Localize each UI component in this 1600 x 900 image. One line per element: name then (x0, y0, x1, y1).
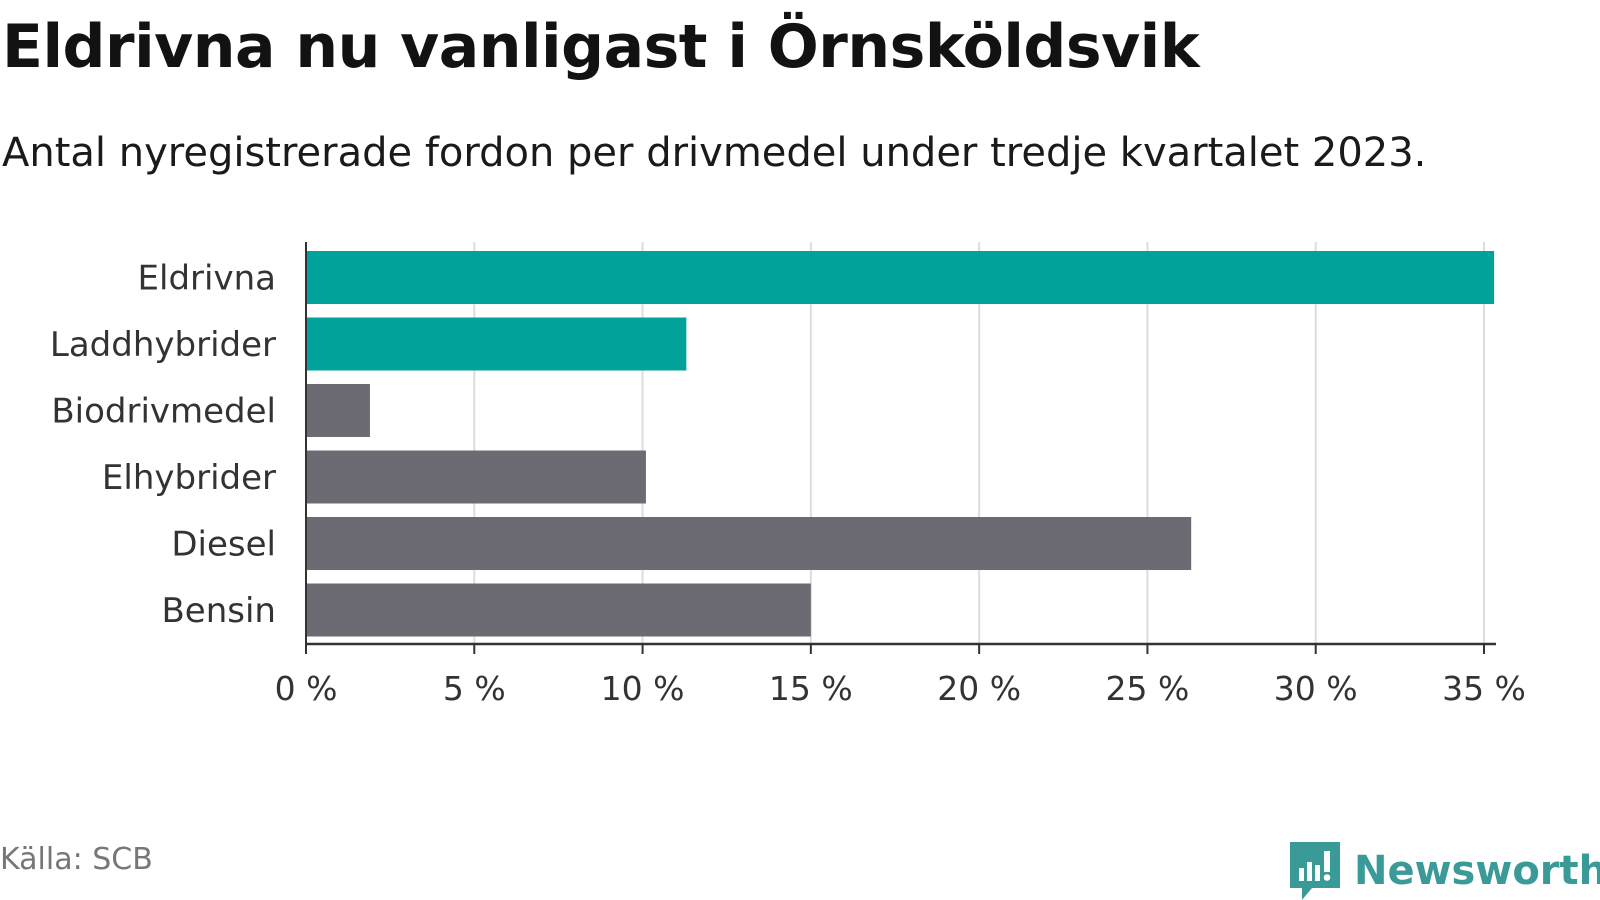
category-label: Elhybrider (102, 458, 276, 498)
bar (306, 384, 370, 437)
x-tick-label: 10 % (601, 669, 685, 708)
category-label: Diesel (171, 525, 276, 565)
x-axis: 0 % 5 % 10 % 15 % 20 % 25 % 30 % 35 % (275, 242, 1526, 708)
chart-title: Eldrivna nu vanligast i Örnsköldsvik (2, 12, 1200, 82)
x-tick-label: 30 % (1274, 669, 1358, 708)
x-tick-label: 25 % (1106, 669, 1190, 708)
x-tick-label: 5 % (443, 669, 506, 708)
bar-chart-speech-bubble-icon (1290, 842, 1340, 900)
category-label: Biodrivmedel (51, 392, 276, 432)
category-label: Eldrivna (138, 259, 276, 299)
x-tick-label: 20 % (937, 669, 1021, 708)
x-tick-label: 0 % (275, 669, 338, 708)
bar (306, 583, 811, 637)
source-note: Källa: SCB (0, 842, 153, 877)
brand-logo: Newsworthy (1290, 842, 1600, 900)
chart-subtitle: Antal nyregistrerade fordon per drivmede… (2, 130, 1427, 176)
bar (306, 317, 687, 371)
brand-name: Newsworthy (1354, 848, 1600, 894)
bar-layer (306, 251, 1495, 637)
x-tick-label: 15 % (769, 669, 853, 708)
category-label: Laddhybrider (50, 325, 276, 365)
grid-layer (473, 242, 1485, 644)
x-tick-label: 35 % (1442, 669, 1526, 708)
category-label-layer: Eldrivna Laddhybrider Biodrivmedel Elhybrid… (50, 259, 276, 632)
category-label: Bensin (161, 591, 276, 631)
bar (306, 517, 1192, 570)
bar (306, 251, 1495, 304)
bar (306, 450, 646, 504)
